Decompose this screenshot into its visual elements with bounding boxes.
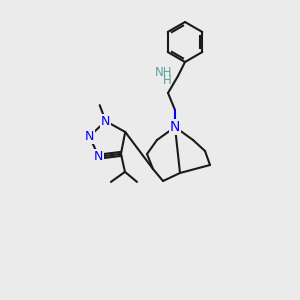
Text: N: N — [101, 115, 110, 128]
Text: N: N — [94, 150, 104, 163]
Text: NH: NH — [154, 65, 172, 79]
Text: N: N — [170, 120, 180, 134]
Text: N: N — [85, 130, 94, 143]
Text: H: H — [163, 74, 172, 88]
